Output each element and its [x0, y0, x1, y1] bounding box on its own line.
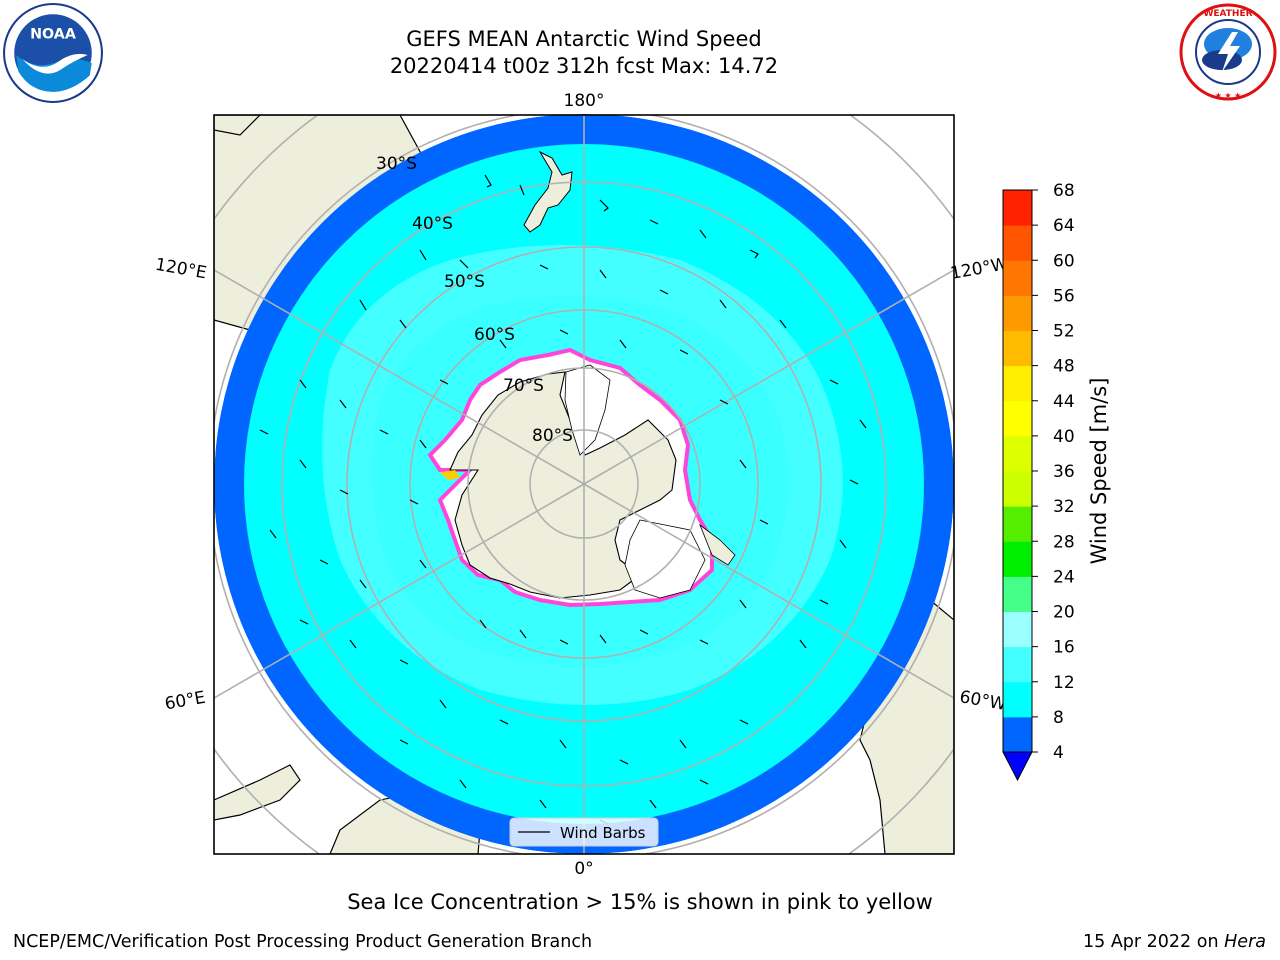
lat-label-50s: 50°S — [444, 272, 485, 292]
footer-org: NCEP/EMC/Verification Post Processing Pr… — [13, 932, 593, 952]
colorbar-segment — [1003, 225, 1032, 261]
colorbar-segment — [1003, 576, 1032, 612]
colorbar-tick-label: 4 — [1053, 743, 1064, 763]
colorbar-segment — [1003, 295, 1032, 331]
sea-ice-caption: Sea Ice Concentration > 15% is shown in … — [347, 890, 933, 914]
colorbar-tick-label: 64 — [1053, 216, 1075, 236]
colorbar-tick-label: 32 — [1053, 497, 1075, 517]
new-zealand-land — [523, 150, 573, 233]
colorbar-segment — [1003, 506, 1032, 542]
svg-text:WEATHER: WEATHER — [1203, 9, 1252, 19]
colorbar-segment — [1003, 400, 1032, 437]
colorbar-extend-triangle — [1002, 751, 1033, 782]
lon-label-0: 0° — [574, 859, 593, 879]
colorbar-tick-label: 68 — [1053, 181, 1075, 201]
colorbar-tick-label: 8 — [1053, 708, 1064, 728]
lon-label-60e: 60°E — [163, 688, 207, 715]
colorbar-tick-label: 52 — [1053, 322, 1075, 342]
colorbar-tick-label: 36 — [1053, 462, 1075, 482]
lat-label-40s: 40°S — [412, 214, 453, 234]
lat-label-60s: 60°S — [474, 325, 515, 345]
colorbar-segment — [1003, 611, 1032, 648]
footer-date-text: 15 Apr 2022 on — [1082, 932, 1219, 952]
lon-label-60w: 60°W — [958, 687, 1008, 715]
chart-title: GEFS MEAN Antarctic Wind Speed — [406, 27, 762, 51]
nws-logo: WEATHER ★ ★ ★ — [1179, 3, 1277, 101]
colorbar-segment — [1003, 646, 1032, 683]
colorbar-segment — [1003, 681, 1032, 718]
map-legend: Wind Barbs — [509, 817, 659, 847]
colorbar-segment — [1003, 330, 1032, 367]
colorbar-segment — [1003, 365, 1032, 402]
colorbar-segment — [1003, 435, 1032, 472]
chart-subtitle: 20220414 t00z 312h fcst Max: 14.72 — [389, 54, 779, 78]
colorbar-segment — [1003, 190, 1032, 226]
footer-machine: Hera — [1224, 932, 1266, 952]
lon-label-180: 180° — [564, 91, 605, 111]
colorbar-tick-label: 20 — [1053, 603, 1075, 623]
svg-text:NOAA: NOAA — [30, 27, 76, 43]
graticule — [214, 115, 954, 854]
noaa-logo: NOAA — [3, 3, 103, 103]
footer-date: 15 Apr 2022 on Hera — [1083, 932, 1266, 952]
svg-text:★ ★ ★: ★ ★ ★ — [1215, 91, 1242, 100]
lat-label-70s: 70°S — [503, 376, 544, 396]
lon-label-120e: 120°E — [154, 255, 208, 284]
lon-label-120w: 120°W — [949, 254, 1010, 284]
colorbar-label: Wind Speed [m/s] — [1087, 378, 1111, 565]
colorbar-tick-label: 48 — [1053, 357, 1075, 377]
colorbar-tick-label: 28 — [1053, 532, 1075, 552]
lat-label-80s: 80°S — [532, 426, 573, 446]
wind-barbs — [259, 174, 867, 825]
colorbar-tick-label: 24 — [1053, 567, 1075, 587]
colorbar-tick-label: 60 — [1053, 251, 1075, 271]
colorbar-segment — [1003, 541, 1032, 577]
colorbar-tick-label: 16 — [1053, 638, 1075, 658]
colorbar-tick-label: 40 — [1053, 427, 1075, 447]
colorbar-segment — [1003, 260, 1032, 296]
colorbar-tick-label: 44 — [1053, 392, 1075, 412]
legend-label: Wind Barbs — [560, 824, 646, 842]
colorbar-segment — [1003, 716, 1032, 753]
colorbar-tick-label: 56 — [1053, 286, 1075, 306]
lat-label-30s: 30°S — [376, 154, 417, 174]
map-frame — [213, 114, 955, 855]
colorbar-segment — [1003, 471, 1032, 507]
colorbar-tick-label: 12 — [1053, 673, 1075, 693]
